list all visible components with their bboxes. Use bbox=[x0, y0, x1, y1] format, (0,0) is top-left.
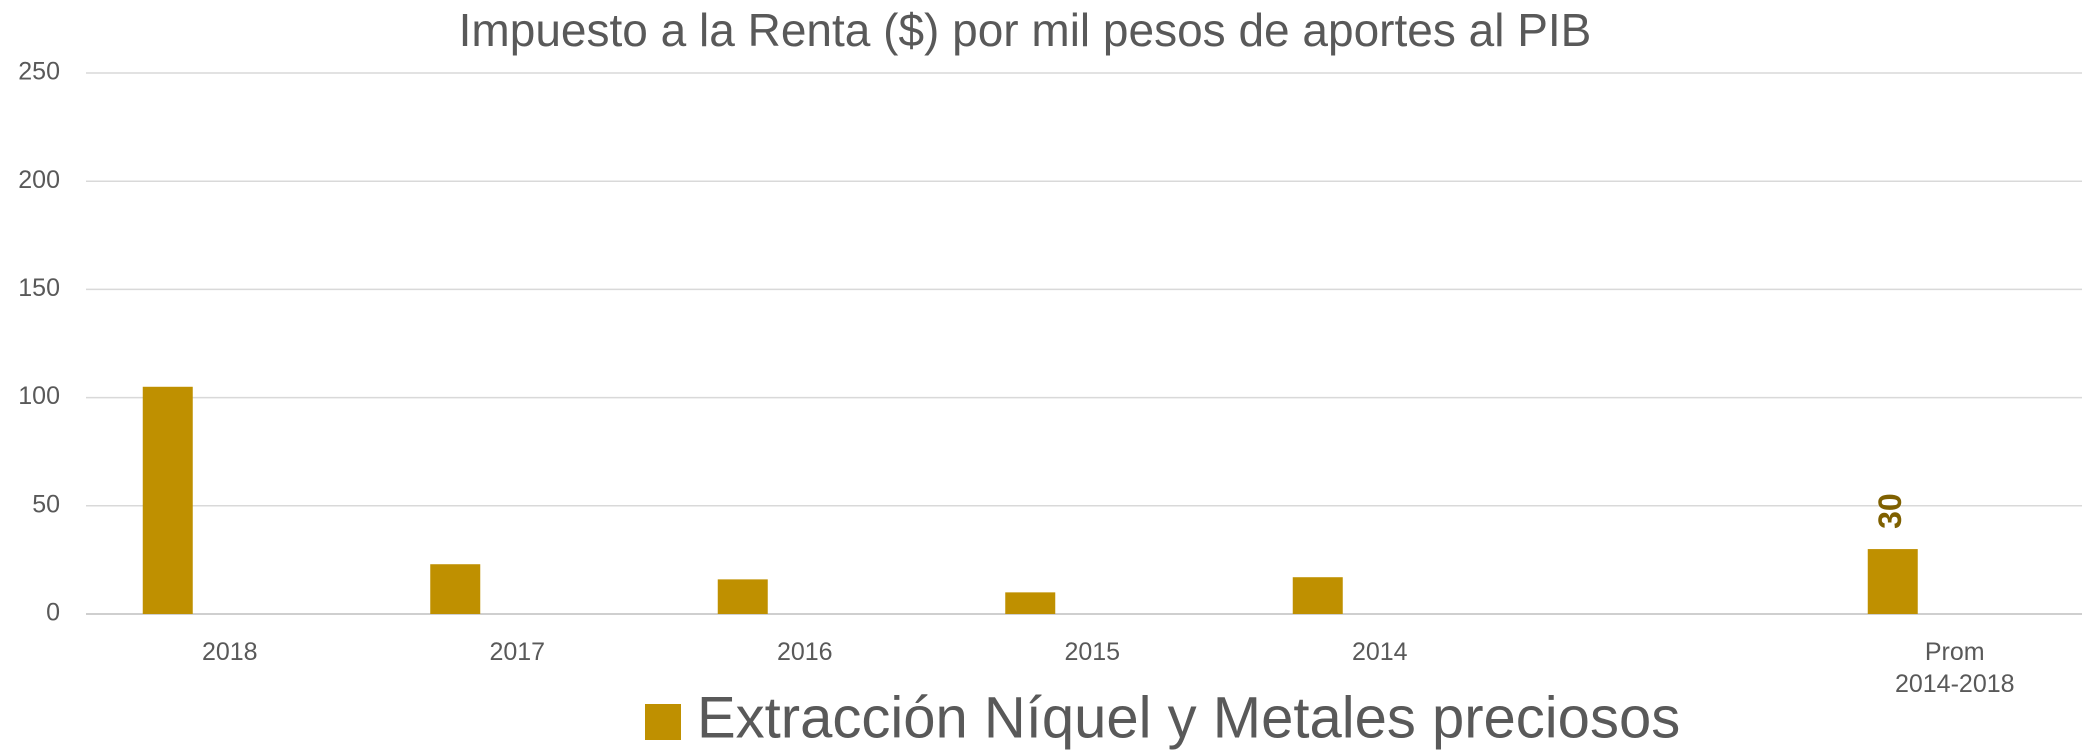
x-tick-label: Prom 2014-2018 bbox=[1894, 638, 2015, 698]
bar bbox=[142, 386, 193, 614]
chart-title: Impuesto a la Renta ($) por mil pesos de… bbox=[459, 4, 1592, 56]
y-tick-label: 250 bbox=[18, 58, 60, 86]
legend-swatch bbox=[645, 704, 681, 740]
y-tick-label: 100 bbox=[18, 382, 60, 410]
y-tick-label: 0 bbox=[46, 599, 60, 627]
y-tick-label: 50 bbox=[32, 490, 60, 518]
legend-label: Extracción Níquel y Metales preciosos bbox=[697, 685, 1680, 750]
bar bbox=[1867, 549, 1918, 614]
bar bbox=[430, 564, 481, 614]
y-tick-label: 200 bbox=[18, 166, 60, 194]
data-label: 30 bbox=[1872, 493, 1908, 529]
bar bbox=[1292, 577, 1343, 614]
x-tick-label: 2018 bbox=[201, 638, 258, 666]
x-tick-label: 2017 bbox=[489, 638, 546, 666]
y-tick-label: 150 bbox=[18, 274, 60, 302]
x-tick-label: 2016 bbox=[776, 638, 833, 666]
bar bbox=[717, 579, 768, 614]
x-tick-label: 2014 bbox=[1351, 638, 1408, 666]
x-tick-label: 2015 bbox=[1064, 638, 1121, 666]
bar bbox=[1005, 592, 1056, 614]
